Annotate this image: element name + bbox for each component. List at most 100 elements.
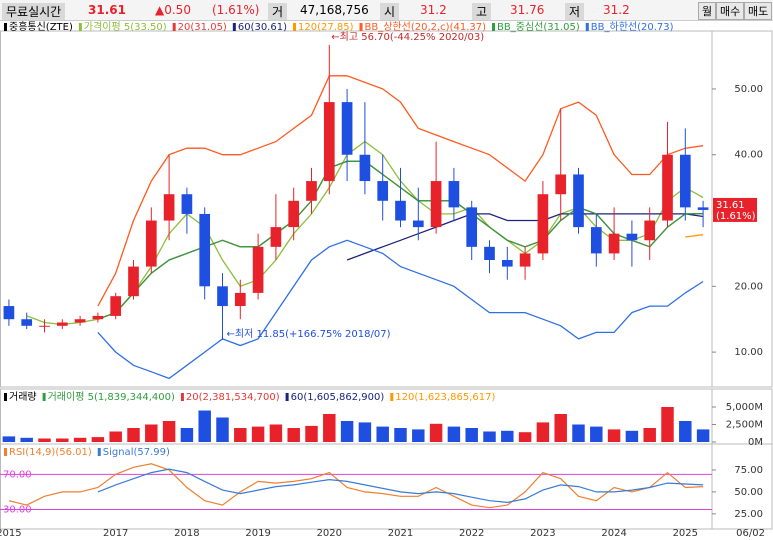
volume-bar [269, 424, 283, 442]
legend-entry: BB_하한선(20.73) [591, 21, 674, 33]
volume-bar [696, 429, 710, 442]
legend-entry: BB_상한선(20,2,c)(41.37) [365, 21, 487, 33]
x-tick-label: 2017 [103, 528, 128, 539]
legend-swatch [585, 23, 589, 31]
volume-bar [127, 428, 140, 442]
volume-bar [340, 421, 354, 442]
ma-line [346, 213, 704, 261]
change-pct: (1.61%) [212, 3, 260, 17]
y-tick-label: 40.00 [734, 150, 763, 161]
candle-body [234, 292, 246, 307]
high: 31.76 [510, 3, 545, 17]
legend-swatch [390, 393, 394, 401]
legend-entry: 거래이평 5(1,839,344,400) [48, 391, 175, 403]
x-tick-label: 2023 [530, 528, 555, 539]
legend-swatch [492, 23, 496, 31]
legend-swatch [292, 23, 296, 31]
x-tick-label: 2015 [0, 528, 22, 539]
legend-entry: Signal(57.99) [103, 447, 170, 458]
candle-body [217, 286, 228, 307]
volume-bar [56, 438, 69, 442]
candle-body [608, 233, 620, 254]
button[interactable]: 월 [698, 2, 717, 20]
volume-bar [38, 438, 51, 442]
volume-bar [358, 422, 372, 442]
y-tick-label: 20.00 [734, 281, 763, 292]
candle-body [306, 181, 317, 201]
volume-bar [412, 429, 425, 442]
candle-body [430, 181, 442, 228]
legend-swatch [4, 448, 7, 456]
candle-body [252, 246, 264, 293]
legend-entry: 60(1,605,862,900) [291, 392, 385, 403]
high-label: 고 [472, 3, 492, 20]
candle-body [323, 102, 335, 182]
x-tick-label: 2021 [388, 528, 413, 539]
candle-body [163, 194, 175, 221]
volume-bar [590, 426, 603, 442]
volume: 47,168,756 [300, 3, 369, 17]
legend-entry: 가격이평 5(33.50) [84, 21, 167, 33]
candle-body [644, 220, 656, 241]
volume-bar [145, 424, 158, 442]
volume-bar [625, 430, 639, 442]
x-tick-label: 2020 [317, 528, 342, 539]
volume-bar [394, 428, 407, 442]
candle-body [537, 194, 549, 254]
volume-bar [429, 423, 443, 442]
y-tick-label: 5,000M [726, 402, 763, 413]
ma-line [97, 75, 704, 307]
x-tick-label: 2024 [601, 528, 626, 539]
volume-bar [73, 437, 87, 442]
y-tick-label: 0M [748, 437, 763, 448]
ma-line [685, 234, 704, 238]
button[interactable]: 매수 [716, 2, 745, 20]
candle-body [377, 181, 389, 201]
ma-line [97, 239, 704, 380]
legend-swatch [42, 393, 46, 401]
end-date: 06/02 [736, 528, 765, 539]
candle-body [448, 181, 460, 208]
candle-body [181, 194, 193, 214]
volume-bar [501, 430, 514, 442]
legend-entry: RSI(14,9)(56.01) [9, 447, 92, 458]
price: 31.61 [88, 3, 126, 17]
y-tick-label: 10.00 [734, 347, 763, 358]
candle-body [110, 296, 122, 316]
chart: 50.00 40.00 20.00 10.00 중흥통신(ZTE) 가격이평 5(33.5… [0, 21, 773, 539]
y-tick-label: 50.00 [734, 84, 763, 95]
button[interactable]: 매도 [744, 2, 773, 20]
last-change: (1.61%) [716, 211, 756, 222]
volume-bar [661, 407, 674, 442]
legend-entry: 20(31.05) [178, 22, 227, 33]
volume-bar [109, 431, 122, 442]
volume-bar [20, 437, 33, 442]
volume-bar [518, 432, 532, 442]
low-label: 저 [565, 3, 585, 20]
volume-bar [679, 421, 692, 442]
candle-body [573, 174, 584, 228]
legend-entry: 20(2,381,534,700) [186, 392, 280, 403]
volume-bar [216, 417, 229, 442]
candle-body [412, 220, 424, 228]
y-tick-label: 2,500M [726, 420, 763, 431]
candle-body [56, 322, 68, 326]
candle-body [626, 233, 638, 241]
candle-body [697, 207, 709, 210]
legend-swatch [78, 23, 82, 31]
volume-bar [376, 426, 389, 442]
volume-bar [465, 428, 478, 442]
candle-body [341, 102, 353, 155]
candle-body [3, 306, 15, 320]
annotation: ←최저 11.85(+166.75% 2018/07) [227, 328, 391, 340]
legend-swatch [4, 393, 7, 401]
change: ▲0.50 [155, 3, 191, 17]
volume-bar [554, 414, 567, 442]
last-price-box [713, 197, 757, 222]
candle-body [662, 154, 673, 221]
x-tick-label: 2025 [673, 528, 698, 539]
volume-bar [305, 425, 318, 442]
panel-frame [0, 443, 773, 530]
candle-body [92, 315, 104, 320]
volume-bar [162, 421, 176, 442]
